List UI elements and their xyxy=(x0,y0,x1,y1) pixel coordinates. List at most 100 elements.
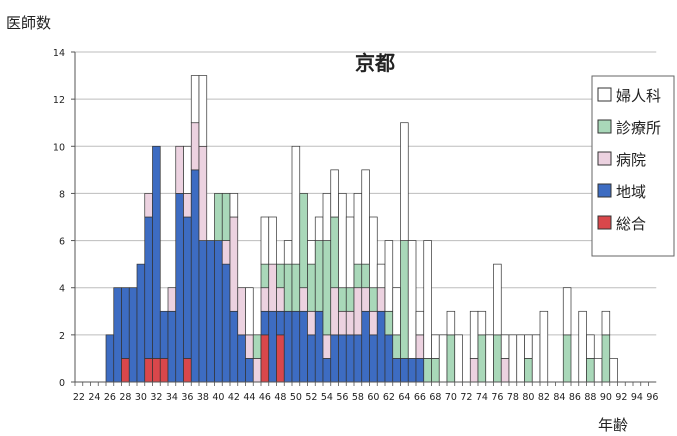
bar-segment xyxy=(376,310,386,383)
legend-swatch xyxy=(597,87,612,102)
bar-segment xyxy=(245,334,254,359)
bar-segment xyxy=(601,334,611,383)
y-axis-label: 医師数 xyxy=(6,14,51,32)
bar-segment xyxy=(198,75,208,147)
bar-segment xyxy=(167,287,177,312)
bar-segment xyxy=(392,358,401,383)
bar-segment xyxy=(578,310,587,383)
bar-segment xyxy=(593,358,603,383)
chart-title: 京都 xyxy=(355,51,395,75)
bar-segment xyxy=(183,145,192,194)
bar-segment xyxy=(338,287,347,312)
bar-segment xyxy=(539,310,549,383)
bar-segment xyxy=(105,334,115,383)
bar-segment xyxy=(167,310,177,383)
bar-segment xyxy=(322,240,332,336)
bar-segment xyxy=(345,216,355,289)
bar-segment xyxy=(190,75,200,124)
x-tick-label: 76 xyxy=(491,392,503,403)
bar-segment xyxy=(493,263,502,336)
x-tick-label: 94 xyxy=(631,392,643,403)
y-tick-label: 0 xyxy=(59,378,65,389)
legend-label: 総合 xyxy=(616,215,646,233)
bar-segment xyxy=(307,240,316,265)
bar-segment xyxy=(175,145,184,194)
y-tick-label: 6 xyxy=(59,237,65,248)
bar-segment xyxy=(361,169,370,265)
x-tick-label: 38 xyxy=(197,392,209,403)
bar-segment xyxy=(438,334,448,383)
legend-label: 地域 xyxy=(616,183,646,201)
y-tick-label: 12 xyxy=(53,95,65,106)
bar-segment xyxy=(423,358,432,383)
x-axis-label: 年齢 xyxy=(598,416,628,434)
bar-segment xyxy=(260,263,270,289)
legend-label: 婦人科 xyxy=(616,87,661,105)
bar-segment xyxy=(454,334,463,383)
bar-segment xyxy=(307,263,316,312)
bar-segment xyxy=(314,310,324,383)
x-tick-label: 96 xyxy=(646,392,658,403)
bar-segment xyxy=(307,334,316,383)
bar-segment xyxy=(369,216,378,289)
legend-label: 診療所 xyxy=(616,119,661,137)
bar-segment xyxy=(144,358,153,383)
bar-segment xyxy=(345,310,355,336)
y-tick-labels: 0 2 4 6 8 10 12 14 xyxy=(53,48,65,389)
bar-segment xyxy=(524,334,533,359)
x-tick-label: 78 xyxy=(507,392,519,403)
bar-segment xyxy=(183,216,192,359)
bar-segment xyxy=(431,334,440,359)
bar-segment xyxy=(198,240,208,383)
bar-segment xyxy=(400,122,409,241)
bar-segment xyxy=(586,358,595,383)
x-tick-label: 92 xyxy=(615,392,627,403)
bar-segment xyxy=(469,310,479,359)
x-tick-label: 86 xyxy=(569,392,581,403)
bar-segment xyxy=(299,287,308,312)
bar-segment xyxy=(245,287,254,336)
bar-segment xyxy=(330,287,339,336)
x-tick-label: 66 xyxy=(414,392,426,403)
x-tick-label: 88 xyxy=(584,392,596,403)
bar-segment xyxy=(369,310,378,336)
bar-segment xyxy=(159,358,169,383)
x-tick-labels: 22 24 26 28 30 32 34 36 38 40 42 44 46 48 50 52 54 56 58 60… xyxy=(73,392,659,403)
bar-segment xyxy=(190,122,200,171)
bar-segment xyxy=(400,240,409,359)
bar-segment xyxy=(229,193,239,218)
bar-segment xyxy=(121,287,130,359)
bar-segment xyxy=(361,287,370,312)
x-tick-label: 22 xyxy=(73,392,85,403)
bar-segment xyxy=(268,310,277,383)
bar-segment xyxy=(190,169,200,383)
bar-segment xyxy=(276,310,285,336)
bar-segment xyxy=(152,145,161,359)
bar-segment xyxy=(291,310,301,383)
bar-segment xyxy=(369,287,378,312)
bar-segment xyxy=(338,334,347,383)
bar-segment xyxy=(376,287,386,312)
legend-swatch xyxy=(597,119,612,134)
x-tick-label: 50 xyxy=(290,392,302,403)
bar-segment xyxy=(322,334,332,359)
bar-segment xyxy=(252,334,262,359)
x-tick-label: 30 xyxy=(135,392,147,403)
bar-segment xyxy=(423,240,432,359)
bar-segment xyxy=(183,358,192,383)
bar-segment xyxy=(283,310,293,383)
bar-segment xyxy=(144,193,153,218)
bar-segment xyxy=(353,263,363,289)
y-tick-label: 8 xyxy=(59,189,65,200)
bar-segment xyxy=(330,216,339,289)
x-tick-label: 80 xyxy=(522,392,534,403)
bar-segment xyxy=(260,287,270,312)
bar-segment xyxy=(392,287,401,336)
bar-segment xyxy=(353,287,363,336)
legend-label: 病院 xyxy=(616,151,646,169)
bar-segment xyxy=(268,263,277,312)
bar-segment xyxy=(268,216,277,265)
bar-segment xyxy=(485,334,494,383)
